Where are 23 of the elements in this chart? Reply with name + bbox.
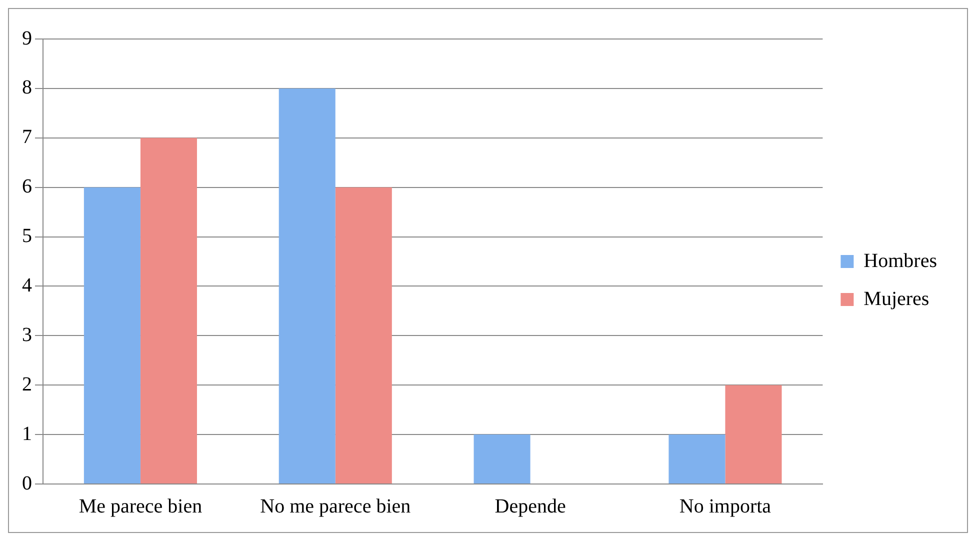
bar — [84, 187, 140, 484]
bar — [335, 187, 392, 484]
y-tick-label: 5 — [22, 225, 32, 248]
bar — [668, 434, 726, 484]
y-tick-label: 4 — [22, 274, 32, 296]
bar — [278, 88, 336, 484]
y-tick-label: 7 — [22, 126, 32, 148]
y-tick-label: 6 — [22, 176, 32, 198]
x-tick-label: No importa — [679, 495, 772, 518]
y-tick-label: 8 — [22, 76, 32, 99]
bar — [725, 385, 782, 484]
x-tick-label: Me parece bien — [78, 495, 202, 518]
legend-label: Hombres — [864, 250, 938, 272]
bar — [140, 138, 197, 484]
y-tick-label: 3 — [22, 324, 32, 346]
legend-label: Mujeres — [864, 288, 930, 310]
y-tick-label: 0 — [22, 472, 32, 494]
y-tick-label: 2 — [22, 373, 32, 396]
bar — [474, 434, 530, 484]
y-tick-label: 1 — [22, 422, 32, 445]
x-tick-label: No me parece bien — [260, 495, 411, 518]
x-tick-label: Depende — [494, 495, 566, 518]
y-tick-label: 9 — [22, 27, 32, 50]
